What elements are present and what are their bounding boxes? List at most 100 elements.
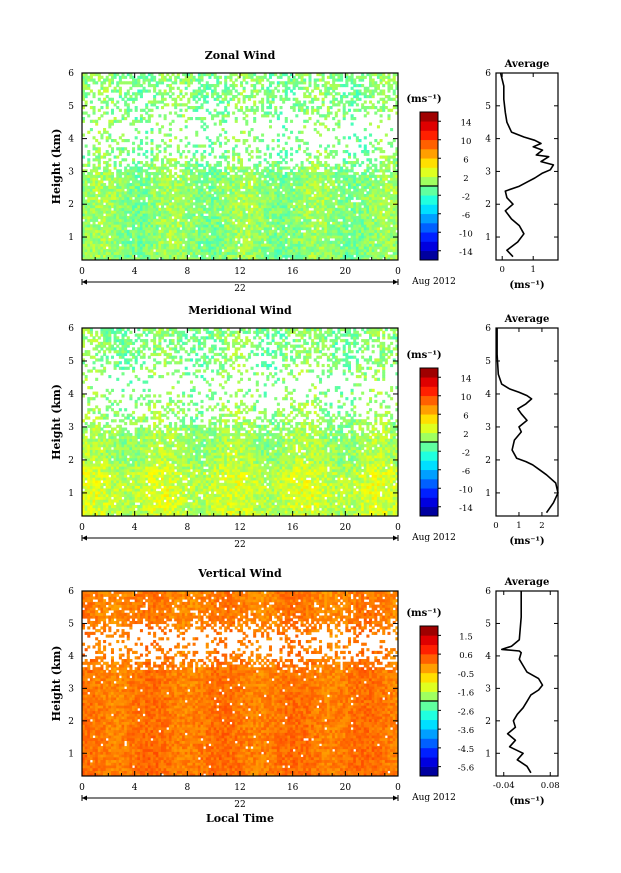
heatmap-cell: [303, 221, 307, 225]
heatmap-cell: [200, 240, 204, 244]
heatmap-cell: [234, 218, 238, 222]
heatmap-cell: [189, 169, 193, 173]
heatmap-cell: [187, 166, 191, 170]
heatmap-cell: [276, 84, 280, 88]
heatmap-cell: [271, 188, 275, 192]
heatmap-cell: [110, 172, 114, 176]
heatmap-cell: [221, 97, 225, 101]
heatmap-cell: [158, 130, 162, 134]
heatmap-cell: [100, 227, 104, 231]
heatmap-cell: [240, 174, 244, 178]
heatmap-cell: [321, 229, 325, 233]
heatmap-cell: [203, 86, 207, 90]
heatmap-cell: [184, 251, 188, 255]
heatmap-cell: [282, 174, 286, 178]
heatmap-cell: [134, 218, 138, 222]
heatmap-cell: [105, 243, 109, 247]
heatmap-cell: [213, 92, 217, 96]
heatmap-cell: [255, 92, 259, 96]
heatmap-cell: [347, 161, 351, 165]
heatmap-cell: [174, 251, 178, 255]
heatmap-cell: [255, 191, 259, 195]
heatmap-cell: [321, 180, 325, 184]
heatmap-cell: [161, 218, 165, 222]
heatmap-cell: [319, 122, 323, 126]
heatmap-cell: [147, 188, 151, 192]
heatmap-cell: [147, 108, 151, 112]
heatmap-cell: [342, 191, 346, 195]
heatmap-cell: [92, 163, 96, 167]
heatmap-cell: [274, 111, 278, 115]
heatmap-cell: [105, 202, 109, 206]
heatmap-cell: [245, 229, 249, 233]
heatmap-cell: [100, 216, 104, 220]
heatmap-cell: [266, 169, 270, 173]
heatmap-cell: [232, 196, 236, 200]
heatmap-cell: [213, 166, 217, 170]
heatmap-cell: [261, 84, 265, 88]
heatmap-cell: [216, 177, 220, 181]
heatmap-cell: [305, 191, 309, 195]
heatmap-cell: [332, 89, 336, 93]
heatmap-cell: [258, 155, 262, 159]
heatmap-cell: [161, 139, 165, 143]
heatmap-cell: [134, 78, 138, 82]
heatmap-cell: [155, 180, 159, 184]
heatmap-cell: [292, 207, 296, 211]
heatmap-cell: [366, 238, 370, 242]
heatmap-cell: [97, 210, 101, 214]
heatmap-cell: [232, 81, 236, 85]
heatmap-cell: [166, 249, 170, 253]
heatmap-cell: [153, 180, 157, 184]
heatmap-cell: [110, 183, 114, 187]
heatmap-cell: [276, 227, 280, 231]
heatmap-cell: [300, 75, 304, 79]
heatmap-cell: [237, 238, 241, 242]
heatmap-cell: [161, 158, 165, 162]
heatmap-cell: [353, 188, 357, 192]
heatmap-cell: [284, 216, 288, 220]
heatmap-cell: [126, 172, 130, 176]
heatmap-cell: [274, 202, 278, 206]
heatmap-cell: [97, 240, 101, 244]
heatmap-cell: [340, 229, 344, 233]
heatmap-cell: [113, 257, 117, 261]
heatmap-cell: [261, 114, 265, 118]
heatmap-cell: [345, 210, 349, 214]
heatmap-cell: [145, 194, 149, 198]
heatmap-cell: [337, 141, 341, 145]
heatmap-cell: [311, 251, 315, 255]
heatmap-cell: [203, 100, 207, 104]
heatmap-cell: [205, 84, 209, 88]
heatmap-cell: [284, 117, 288, 121]
heatmap-cell: [92, 196, 96, 200]
heatmap-cell: [208, 185, 212, 189]
heatmap-cell: [208, 238, 212, 242]
heatmap-cell: [108, 218, 112, 222]
heatmap-cell: [247, 174, 251, 178]
heatmap-cell: [342, 207, 346, 211]
heatmap-cell: [121, 243, 125, 247]
heatmap-cell: [174, 166, 178, 170]
heatmap-cell: [97, 97, 101, 101]
heatmap-cell: [342, 235, 346, 239]
heatmap-cell: [103, 78, 107, 82]
heatmap-cell: [319, 133, 323, 137]
heatmap-cell: [292, 216, 296, 220]
heatmap-cell: [355, 254, 359, 258]
heatmap-cell: [205, 180, 209, 184]
heatmap-cell: [240, 229, 244, 233]
heatmap-cell: [84, 81, 88, 85]
heatmap-cell: [253, 224, 257, 228]
heatmap-cell: [337, 251, 341, 255]
heatmap-cell: [271, 114, 275, 118]
heatmap-cell: [163, 97, 167, 101]
heatmap-cell: [100, 136, 104, 140]
heatmap-cell: [147, 232, 151, 236]
heatmap-cell: [192, 78, 196, 82]
heatmap-cell: [371, 213, 375, 217]
heatmap-cell: [137, 144, 141, 148]
heatmap-cell: [303, 243, 307, 247]
heatmap-cell: [284, 210, 288, 214]
heatmap-cell: [153, 191, 157, 195]
